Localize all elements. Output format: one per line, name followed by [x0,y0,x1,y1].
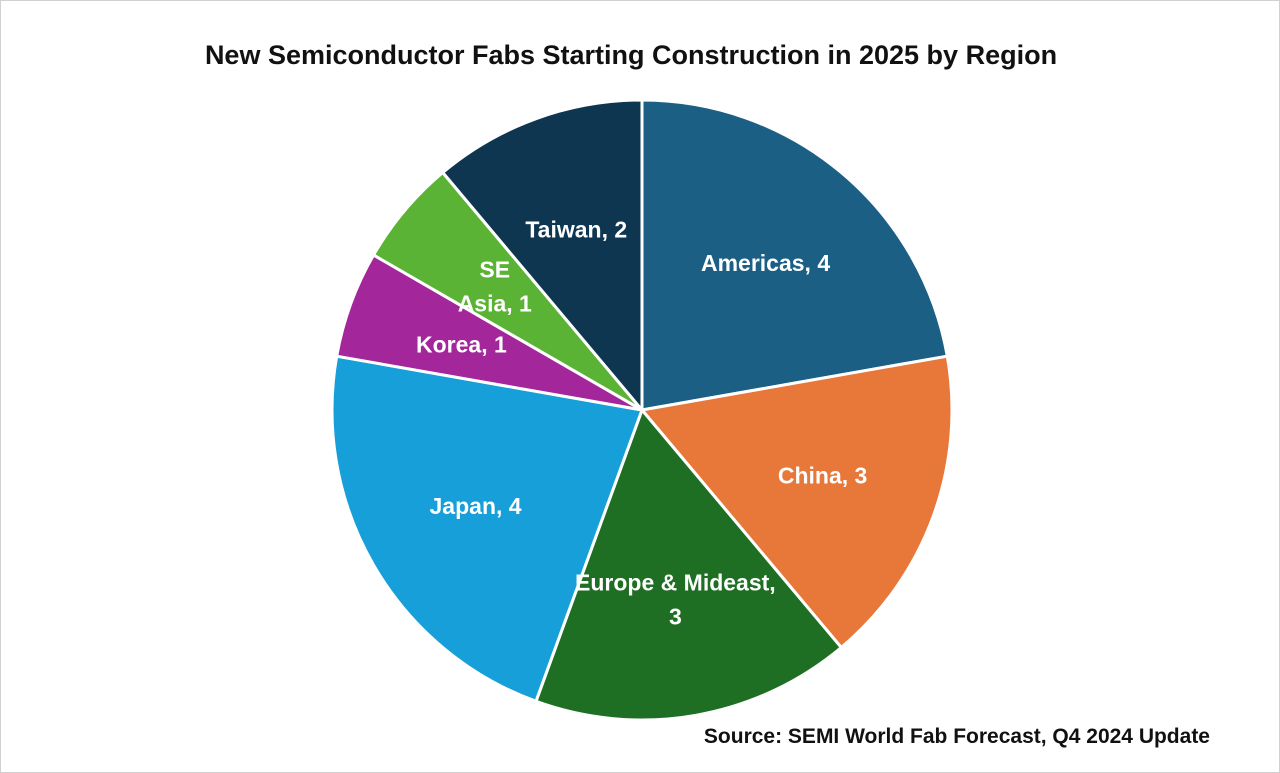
slice-label-japan: Japan, 4 [430,493,522,519]
pie-slice-china [640,354,954,649]
source-note: Source: SEMI World Fab Forecast, Q4 2024… [703,725,1210,748]
slice-label-line: Europe & Mideast, [575,569,776,595]
slice-label-line: Japan, 4 [430,493,522,519]
slice-label-korea: Korea, 1 [416,331,507,357]
pie-labels: Americas, 4 China, 3 Europe & Mideast, 3 Jap… [416,216,867,629]
pie-slice-taiwan [441,98,644,412]
slice-label-taiwan: Taiwan, 2 [525,216,627,242]
slice-label-americas: Americas, 4 [701,250,830,276]
slice-label-europe-mideast: Europe & Mideast, 3 [575,569,776,629]
pie-slice-japan [330,354,644,703]
pie-slice-americas [640,98,949,412]
pie-slice-europe-mideast [534,408,843,722]
slice-label-line: 3 [669,603,682,629]
slice-label-line: Taiwan, 2 [525,216,627,242]
slice-label-line: China, 3 [778,463,867,489]
pie-slices [330,98,954,722]
slice-label-china: China, 3 [778,463,867,489]
slice-label-line: Americas, 4 [701,250,830,276]
slice-label-se-asia: SE Asia, 1 [458,256,532,316]
slice-label-line: SE [479,256,510,282]
chart-title: New Semiconductor Fabs Starting Construc… [204,40,1058,70]
slice-label-line: Korea, 1 [416,331,507,357]
slice-label-line: Asia, 1 [458,290,532,316]
